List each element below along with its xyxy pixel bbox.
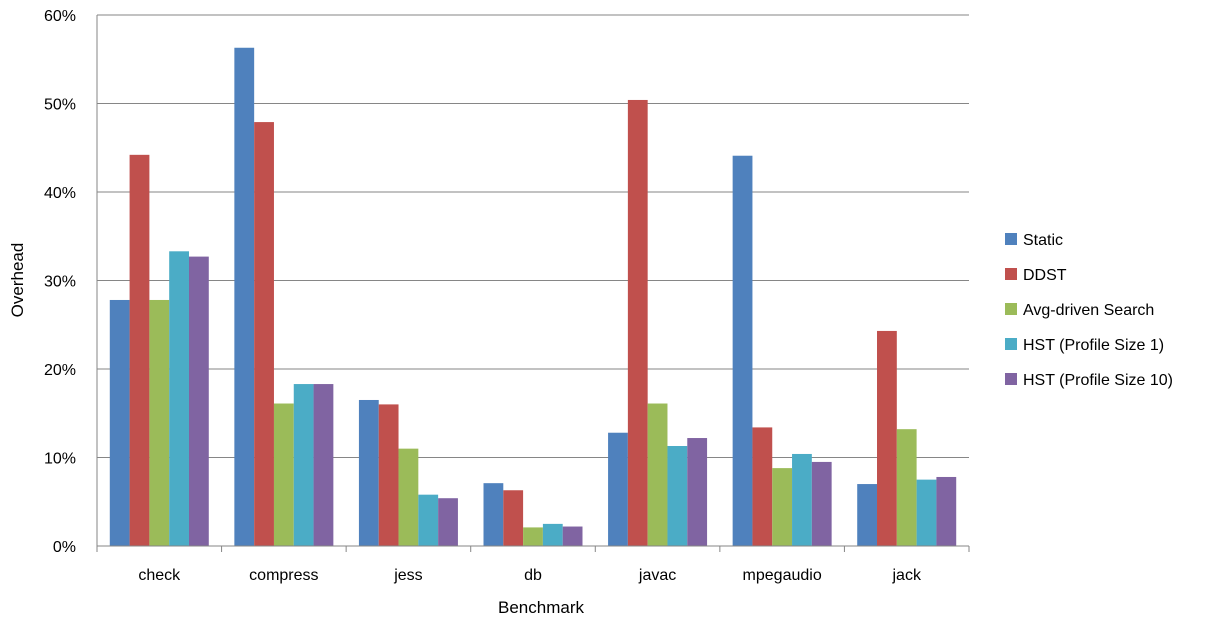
axes (96, 15, 970, 552)
y-tick-label: 20% (44, 362, 76, 379)
y-tick-label: 0% (53, 539, 76, 556)
legend-swatch (1005, 338, 1017, 350)
x-tick-labels: check compress jess db javac mpegaudio jack (138, 567, 922, 584)
bar-ddst-mpegaudio (752, 427, 773, 546)
legend-label: HST (Profile Size 10) (1023, 372, 1173, 389)
bar-hst-profile-size-1-compress (293, 384, 314, 546)
bar-ddst-compress (254, 122, 274, 546)
legend-swatch (1005, 373, 1017, 385)
x-tick-label: check (138, 567, 181, 584)
bar-ddst-jack (877, 330, 897, 546)
y-tick-labels: 0% 10% 20% 30% 40% 50% 60% (44, 8, 76, 556)
bar-hst-profile-size-1-jess (418, 494, 439, 546)
y-tick-label: 60% (44, 8, 76, 25)
bars (109, 47, 957, 547)
legend-label: HST (Profile Size 1) (1023, 337, 1164, 354)
bar-hst-profile-size-10-mpegaudio (811, 461, 832, 546)
x-tick-label: db (524, 567, 542, 584)
legend-label: Static (1023, 232, 1063, 249)
x-tick-label: compress (249, 567, 318, 584)
bar-avg-driven-search-check (149, 299, 170, 546)
bar-static-jack (857, 484, 878, 546)
bar-avg-driven-search-jack (896, 429, 917, 546)
bar-avg-driven-search-jess (398, 448, 419, 546)
y-axis-title: Overhead (8, 243, 27, 318)
x-axis-title: Benchmark (498, 598, 584, 617)
bar-hst-profile-size-10-javac (687, 438, 708, 546)
bar-static-compress (234, 47, 255, 546)
bar-hst-profile-size-10-compress (313, 384, 334, 546)
bar-hst-profile-size-1-db (542, 523, 563, 547)
bar-avg-driven-search-compress (273, 403, 294, 546)
bar-hst-profile-size-1-jack (916, 479, 937, 547)
bar-hst-profile-size-10-db (562, 526, 583, 546)
bar-static-mpegaudio (732, 155, 753, 546)
x-tick-label: mpegaudio (743, 567, 822, 584)
legend: Static DDST Avg-driven Search HST (Profile … (1005, 232, 1173, 389)
bar-static-db (483, 483, 504, 546)
bar-ddst-db (503, 490, 524, 546)
legend-swatch (1005, 233, 1017, 245)
bar-ddst-jess (378, 404, 399, 546)
bar-static-check (109, 299, 130, 546)
bar-avg-driven-search-javac (647, 403, 668, 546)
bar-hst-profile-size-10-jack (936, 476, 957, 546)
bar-hst-profile-size-10-jess (438, 498, 458, 546)
bar-hst-profile-size-1-mpegaudio (792, 453, 812, 546)
grid-lines (97, 14, 969, 458)
bar-ddst-check (129, 154, 150, 546)
legend-swatch (1005, 303, 1017, 315)
bar-hst-profile-size-10-check (188, 256, 209, 546)
bar-hst-profile-size-1-javac (667, 446, 688, 546)
y-tick-label: 50% (44, 97, 76, 114)
y-tick-label: 10% (44, 451, 76, 468)
bar-static-javac (608, 432, 628, 546)
bar-static-jess (358, 399, 379, 546)
legend-label: Avg-driven Search (1023, 302, 1154, 319)
x-tick-label: javac (638, 567, 676, 584)
x-tick-label: jack (891, 567, 921, 584)
bar-ddst-javac (627, 99, 648, 547)
y-tick-label: 30% (44, 274, 76, 291)
legend-swatch (1005, 268, 1017, 280)
bar-avg-driven-search-db (523, 527, 543, 546)
y-tick-label: 40% (44, 185, 76, 202)
x-tick-label: jess (393, 567, 422, 584)
bar-hst-profile-size-1-check (169, 251, 189, 547)
bar-avg-driven-search-mpegaudio (772, 468, 793, 546)
legend-label: DDST (1023, 267, 1067, 284)
